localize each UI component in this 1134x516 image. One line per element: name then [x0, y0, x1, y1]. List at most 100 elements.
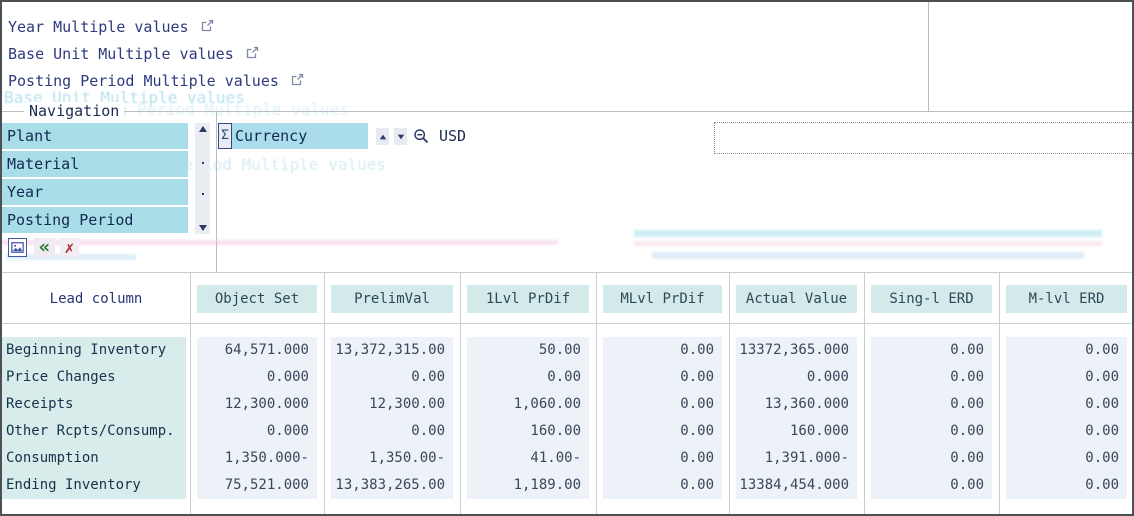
filter-row-year: Year Multiple values	[8, 16, 215, 38]
column-border	[729, 273, 730, 514]
top-panel-divider	[928, 2, 929, 111]
column-border	[999, 273, 1000, 514]
data-column-object-set: 64,571.000 0.000 12,300.000 0.000 1,350.…	[197, 337, 317, 499]
cell-value: 0.00	[950, 423, 984, 439]
sort-down-icon	[397, 134, 404, 139]
cell-value: 41.00-	[530, 450, 581, 466]
sort-down-button[interactable]	[394, 128, 407, 145]
zoom-out-magnifier-icon[interactable]	[413, 128, 430, 149]
open-dialog-icon[interactable]	[245, 45, 260, 64]
cell-value: 13,372,315.00	[335, 342, 445, 358]
column-border	[190, 273, 191, 514]
column-border	[596, 273, 597, 514]
scroll-up-icon[interactable]	[198, 126, 207, 132]
cell-value: 0.00	[1085, 477, 1119, 493]
sort-up-button[interactable]	[376, 128, 389, 145]
data-column-actual-value: 13372,365.000 0.000 13,360.000 160.000 1…	[736, 337, 857, 499]
cell-value: 160.000	[789, 423, 849, 439]
cell-value: 0.00	[1085, 342, 1119, 358]
nav-item-plant[interactable]: Plant	[2, 123, 188, 149]
column-border	[460, 273, 461, 514]
column-header-prelimval[interactable]: PrelimVal	[331, 285, 453, 313]
cell-value: 64,571.000	[224, 342, 309, 358]
filter-name: Year	[8, 18, 45, 36]
currency-value: USD	[439, 127, 467, 145]
filter-row-base-unit: Base Unit Multiple values	[8, 43, 260, 65]
cell-value: 0.00	[1085, 396, 1119, 412]
cell-value: 1,350.00-	[369, 450, 445, 466]
cell-value: 0.00	[1085, 423, 1119, 439]
column-header-1lvl-prdif[interactable]: 1Lvl PrDif	[467, 285, 589, 313]
table-top-border	[2, 272, 1132, 273]
open-dialog-icon[interactable]	[290, 72, 305, 91]
cell-value: 0.00	[950, 342, 984, 358]
row-label[interactable]: Receipts	[6, 396, 74, 412]
cell-value: 0.00	[680, 477, 714, 493]
nav-scrollbar[interactable]	[195, 123, 210, 234]
column-header-object-set[interactable]: Object Set	[197, 285, 317, 313]
sum-sigma-icon[interactable]: Σ	[218, 123, 232, 149]
scrollbar-dot	[201, 193, 204, 196]
cell-value: 1,391.000-	[764, 450, 849, 466]
ghost-artifact	[634, 241, 1102, 246]
empty-drop-field[interactable]	[714, 122, 1132, 154]
column-border	[864, 273, 865, 514]
section-divider	[2, 111, 1132, 112]
cell-value: 0.00	[680, 396, 714, 412]
cell-value: 50.00	[538, 342, 581, 358]
data-column-sing-l-erd: 0.00 0.00 0.00 0.00 0.00 0.00	[871, 337, 992, 499]
cell-value: 13372,365.000	[739, 342, 849, 358]
column-header-m-lvl-erd[interactable]: M-lvl ERD	[1006, 285, 1127, 313]
column-header-actual-value[interactable]: Actual Value	[736, 285, 857, 313]
cell-value: 0.00	[547, 369, 581, 385]
header-bottom-border	[2, 323, 1132, 324]
cell-value: 0.00	[1085, 369, 1119, 385]
cell-value: 0.00	[950, 477, 984, 493]
column-border	[324, 273, 325, 514]
ghost-artifact	[2, 240, 558, 245]
row-label[interactable]: Consumption	[6, 450, 99, 466]
cell-value: 12,300.00	[369, 396, 445, 412]
scroll-down-icon[interactable]	[198, 224, 207, 231]
column-header-sing-l-erd[interactable]: Sing-l ERD	[871, 285, 992, 313]
row-label[interactable]: Beginning Inventory	[6, 342, 167, 358]
nav-item-year[interactable]: Year	[2, 179, 188, 205]
filter-value: Multiple values	[98, 45, 234, 63]
filter-value: Multiple values	[143, 72, 279, 90]
ghost-artifact	[652, 252, 1084, 259]
nav-item-material[interactable]: Material	[2, 151, 188, 177]
scrollbar-dot	[201, 161, 204, 164]
cell-value: 1,189.00	[513, 477, 581, 493]
chart-display-icon[interactable]	[8, 238, 27, 257]
row-label[interactable]: Ending Inventory	[6, 477, 141, 493]
ghost-artifact	[634, 230, 1102, 237]
cell-value: 0.00	[680, 342, 714, 358]
cell-value: 0.00	[950, 369, 984, 385]
data-column-m-lvl-erd: 0.00 0.00 0.00 0.00 0.00 0.00	[1006, 337, 1127, 499]
cell-value: 0.000	[266, 423, 309, 439]
close-x-icon[interactable]: ✗	[60, 238, 79, 257]
cell-value: 1,350.000-	[224, 450, 309, 466]
nav-panel-divider	[216, 111, 217, 272]
cell-value: 13,360.000	[764, 396, 849, 412]
currency-dimension[interactable]: Currency	[232, 123, 368, 149]
row-label[interactable]: Other Rcpts/Consump.	[6, 423, 175, 439]
cell-value: 160.00	[530, 423, 581, 439]
filter-value: Multiple values	[53, 18, 189, 36]
nav-item-posting-period[interactable]: Posting Period	[2, 207, 188, 233]
collapse-double-chevron-icon[interactable]: «	[34, 238, 55, 257]
column-header-mlvl-prdif[interactable]: MLvl PrDif	[603, 285, 722, 313]
cell-value: 0.00	[950, 450, 984, 466]
cell-value: 0.000	[266, 369, 309, 385]
sort-up-icon	[379, 134, 386, 139]
lead-column-body: Beginning Inventory Price Changes Receip…	[2, 337, 186, 499]
cell-value: 0.00	[1085, 450, 1119, 466]
row-label[interactable]: Price Changes	[6, 369, 116, 385]
data-column-prelimval: 13,372,315.00 0.00 12,300.00 0.00 1,350.…	[331, 337, 453, 499]
cell-value: 0.000	[806, 369, 849, 385]
cell-value: 13,383,265.00	[335, 477, 445, 493]
lead-column-header[interactable]: Lead column	[49, 291, 143, 307]
filter-name: Posting Period	[8, 72, 135, 90]
open-dialog-icon[interactable]	[200, 18, 215, 37]
